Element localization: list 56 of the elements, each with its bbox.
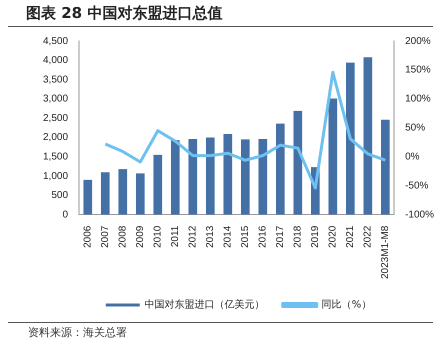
x-tick-label: 2006 bbox=[82, 225, 94, 248]
bar bbox=[364, 57, 372, 215]
x-tick-label: 2013 bbox=[205, 225, 216, 248]
y2-tick-label: 200% bbox=[405, 36, 431, 47]
bar bbox=[381, 120, 390, 215]
x-tick-label: 2021 bbox=[345, 225, 356, 248]
bar bbox=[83, 180, 92, 215]
y2-tick-label: 150% bbox=[405, 64, 431, 76]
y2-tick-label: -100% bbox=[405, 209, 434, 220]
bar bbox=[328, 98, 338, 215]
x-tick-label: 2010 bbox=[152, 225, 164, 248]
chart-title: 图表 28 中国对东盟进口总值 bbox=[26, 4, 222, 23]
x-tick-label: 2012 bbox=[188, 225, 199, 248]
x-tick-label: 2023M1-M8 bbox=[380, 225, 392, 279]
y-tick-label: 1,000 bbox=[42, 170, 68, 182]
x-tick-label: 2018 bbox=[292, 225, 304, 248]
x-tick-label: 2007 bbox=[100, 225, 112, 248]
y2-tick-label: 100% bbox=[405, 94, 431, 105]
legend-label: 同比（%） bbox=[322, 298, 372, 311]
y-tick-label: 4,000 bbox=[42, 55, 68, 66]
x-tick-label: 2009 bbox=[135, 225, 146, 248]
x-tick-label: 2016 bbox=[258, 225, 269, 248]
bar bbox=[153, 154, 162, 215]
y-tick-label: 0 bbox=[62, 209, 68, 220]
y-tick-label: 500 bbox=[51, 190, 68, 202]
legend-label: 中国对东盟进口（亿美元） bbox=[144, 298, 265, 311]
x-tick-label: 2020 bbox=[328, 225, 339, 248]
y2-tick-label: 0% bbox=[405, 152, 420, 163]
bar bbox=[170, 140, 180, 215]
y-tick-label: 4,500 bbox=[42, 36, 68, 47]
text: 资料来源：海关总署 bbox=[28, 325, 127, 340]
bar bbox=[118, 169, 128, 215]
x-tick-label: 2017 bbox=[275, 225, 286, 248]
bar bbox=[188, 139, 198, 215]
y-tick-label: 3,000 bbox=[42, 94, 68, 105]
bar bbox=[206, 137, 215, 215]
y-tick-label: 2,000 bbox=[42, 132, 68, 144]
x-tick-label: 2011 bbox=[170, 225, 182, 248]
x-tick-label: 2015 bbox=[240, 225, 252, 248]
x-tick-label: 2014 bbox=[222, 225, 234, 248]
x-tick-label: 2022 bbox=[362, 225, 374, 248]
bar bbox=[223, 134, 232, 215]
bar bbox=[240, 139, 250, 215]
bar bbox=[136, 173, 145, 215]
x-tick-label: 2019 bbox=[310, 225, 322, 248]
y-tick-label: 2,500 bbox=[42, 112, 68, 124]
bar bbox=[346, 62, 355, 215]
bar bbox=[258, 139, 268, 215]
x-tick-label: 2008 bbox=[118, 225, 129, 248]
y2-tick-label: 50% bbox=[405, 122, 426, 134]
bar bbox=[100, 172, 110, 215]
y-tick-label: 3,500 bbox=[42, 74, 68, 86]
y2-tick-label: -50% bbox=[405, 180, 429, 192]
y-tick-label: 1,500 bbox=[42, 152, 68, 163]
bar bbox=[276, 124, 285, 215]
bar bbox=[293, 110, 302, 215]
